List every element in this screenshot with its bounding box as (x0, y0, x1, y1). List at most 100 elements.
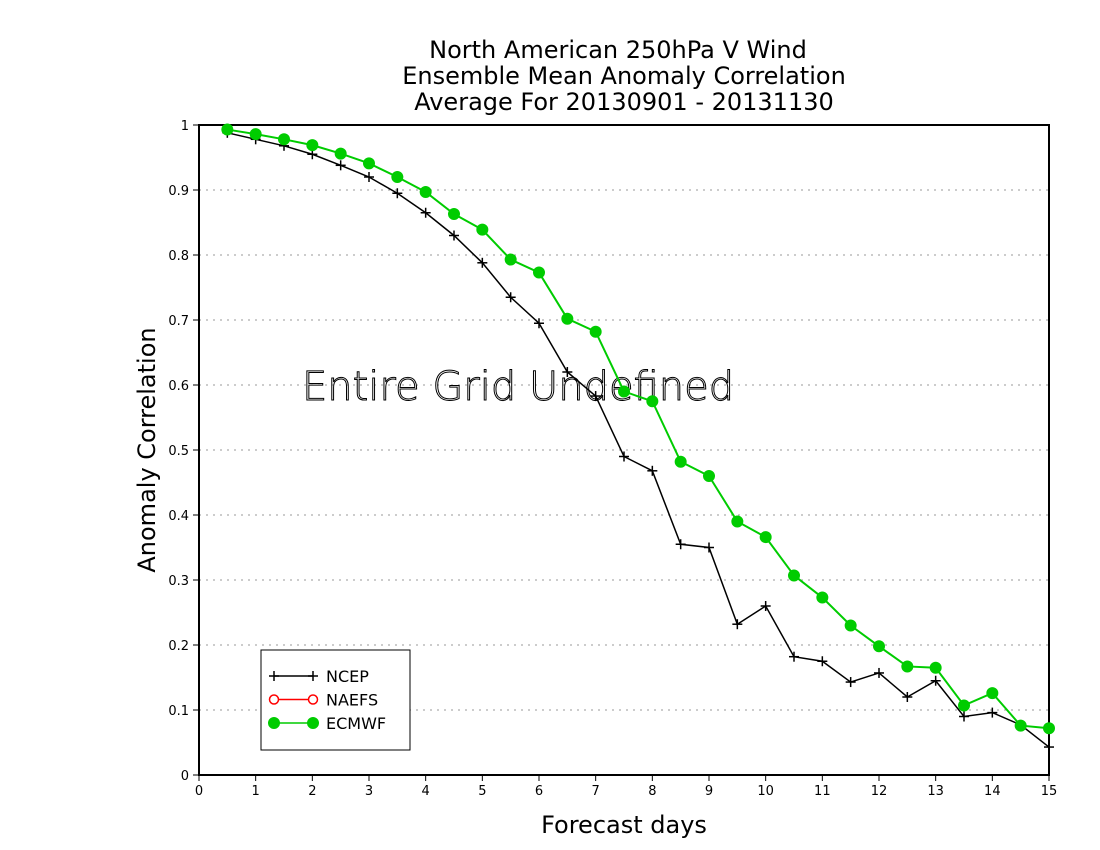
point-ecmwf-28 (1014, 719, 1027, 732)
point-ecmwf-1 (249, 128, 262, 141)
y-tick-label-10: 1 (181, 119, 189, 134)
point-ecmwf-7 (419, 185, 432, 198)
point-ecmwf-19 (759, 531, 772, 544)
point-ecmwf-23 (873, 640, 885, 653)
point-ecmwf-16 (674, 455, 687, 468)
point-ncep-16 (675, 539, 686, 550)
title-line-1: North American 250hPa V Wind (429, 36, 807, 64)
x-tick-label-8: 8 (648, 784, 656, 799)
legend-item-naefs: NAEFS (268, 691, 378, 710)
point-ncep-12 (562, 367, 573, 377)
legend-marker-start-ecmwf (268, 717, 280, 729)
point-ecmwf-26 (958, 699, 970, 712)
point-ecmwf-9 (476, 223, 489, 236)
point-ecmwf-4 (334, 147, 347, 160)
legend-label-ecmwf: ECMWF (326, 714, 386, 733)
y-tick-label-5: 0.5 (168, 444, 189, 459)
point-ncep-4 (335, 160, 346, 171)
x-tick-label-9: 9 (705, 784, 713, 799)
point-ncep-6 (392, 188, 403, 199)
x-tick-label-11: 11 (814, 784, 831, 799)
point-ncep-26 (959, 711, 969, 722)
point-ecmwf-11 (533, 266, 545, 279)
x-tick-label-14: 14 (984, 784, 1001, 799)
legend-item-ncep: NCEP (269, 667, 369, 686)
point-ncep-19 (760, 601, 771, 611)
legend-marker-start-ncep (269, 671, 279, 681)
y-tick-label-2: 0.2 (168, 639, 189, 654)
point-ecmwf-13 (589, 325, 602, 338)
point-ncep-14 (619, 451, 629, 462)
point-ncep-10 (505, 292, 516, 303)
point-ecmwf-29 (1043, 722, 1055, 735)
y-tick-label-6: 0.6 (168, 379, 189, 394)
point-ecmwf-24 (901, 660, 914, 673)
x-tick-label-5: 5 (478, 784, 486, 799)
point-ecmwf-27 (986, 687, 999, 700)
y-tick-label-7: 0.7 (168, 314, 189, 329)
y-tick-label-8: 0.8 (168, 249, 189, 264)
point-ecmwf-12 (561, 312, 574, 325)
x-tick-label-12: 12 (871, 784, 888, 799)
y-tick-label-1: 0.1 (168, 704, 189, 719)
point-ncep-18 (732, 619, 743, 630)
legend-marker-end-ecmwf (307, 717, 319, 729)
legend: NCEP NAEFS ECMWF (260, 649, 411, 751)
point-ecmwf-3 (306, 139, 319, 152)
point-ncep-9 (477, 257, 488, 268)
x-tick-label-10: 10 (757, 784, 774, 799)
point-ecmwf-8 (448, 208, 460, 221)
point-ecmwf-25 (929, 661, 942, 674)
undefined-grid-annotation: Entire Grid Undefined (302, 364, 734, 410)
y-tick-label-3: 0.3 (168, 574, 189, 589)
legend-marker-start-naefs (268, 694, 280, 705)
point-ecmwf-10 (504, 253, 517, 266)
point-ecmwf-0 (221, 123, 234, 136)
chart-title: North American 250hPa V Wind Ensemble Me… (402, 36, 846, 116)
y-tick-label-0: 0 (181, 769, 189, 784)
title-line-2: Ensemble Mean Anomaly Correlation (402, 62, 846, 90)
x-tick-label-13: 13 (927, 784, 944, 799)
point-ncep-13 (590, 391, 601, 402)
point-ecmwf-2 (278, 133, 290, 146)
point-ncep-21 (817, 656, 828, 667)
point-ncep-11 (534, 318, 544, 329)
legend-label-naefs: NAEFS (326, 691, 378, 710)
x-tick-label-7: 7 (592, 784, 600, 799)
legend-item-ecmwf: ECMWF (268, 714, 386, 733)
point-ncep-8 (449, 230, 459, 241)
axes (193, 124, 1050, 781)
series-ecmwf (221, 123, 1055, 735)
point-ncep-7 (420, 207, 431, 218)
x-tick-labels: 0 1 2 3 4 5 6 7 8 9 10 11 12 13 14 15 (195, 784, 1057, 799)
point-ecmwf-14 (618, 385, 630, 398)
series-line-ecmwf (227, 128, 1050, 730)
x-tick-label-2: 2 (308, 784, 316, 799)
series-line-ncep (227, 132, 1050, 748)
point-ecmwf-18 (731, 515, 744, 528)
point-ncep-5 (364, 172, 374, 182)
y-tick-labels: 0 0.1 0.2 0.3 0.4 0.5 0.6 0.7 0.8 0.9 1 (168, 119, 189, 784)
point-ecmwf-17 (703, 470, 715, 482)
x-tick-label-3: 3 (365, 784, 373, 799)
point-ecmwf-21 (816, 591, 829, 604)
point-ncep-27 (987, 707, 998, 718)
legend-marker-end-naefs (307, 694, 319, 705)
x-tick-label-0: 0 (195, 784, 203, 799)
point-ncep-23 (874, 667, 884, 678)
gridlines (199, 189, 1049, 711)
point-ncep-25 (930, 675, 941, 686)
point-ecmwf-6 (391, 171, 404, 183)
x-tick-label-4: 4 (422, 784, 430, 799)
legend-label-ncep: NCEP (326, 667, 369, 686)
point-ncep-20 (789, 651, 799, 662)
y-tick-label-9: 0.9 (168, 184, 189, 199)
point-ncep-29 (1044, 742, 1054, 753)
x-tick-label-6: 6 (535, 784, 543, 799)
point-ecmwf-5 (363, 157, 375, 170)
title-line-3: Average For 20130901 - 20131130 (414, 88, 834, 116)
series-lines (221, 123, 1055, 753)
y-axis-label: Anomaly Correlation (133, 327, 161, 572)
x-axis-label: Forecast days (541, 811, 707, 839)
